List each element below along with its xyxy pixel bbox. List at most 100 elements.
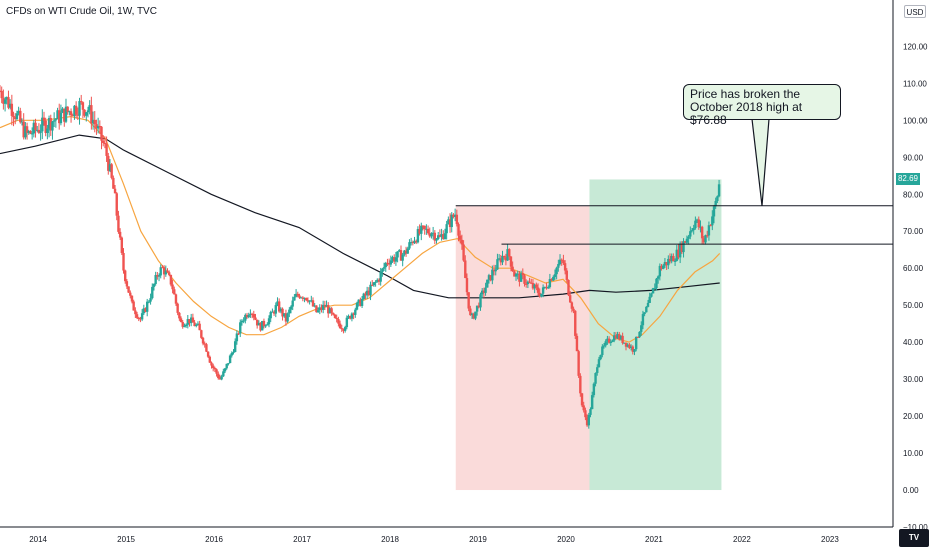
candle-body — [618, 334, 621, 340]
callout-pointer — [751, 118, 770, 206]
candle-body — [531, 283, 535, 289]
candle-body — [122, 252, 125, 271]
candle-body — [189, 317, 193, 324]
candle-body — [565, 270, 568, 280]
candle-body — [66, 106, 69, 113]
candle-body — [46, 128, 49, 133]
candle-body — [14, 117, 17, 120]
candle-body — [609, 341, 612, 343]
candle-body — [494, 269, 497, 272]
candle-body — [195, 324, 198, 327]
candle-body — [90, 105, 93, 124]
candle-body — [700, 226, 704, 239]
candle-body — [526, 281, 530, 285]
candle-body — [546, 287, 550, 289]
candle-body — [162, 267, 166, 275]
candle-body — [506, 249, 509, 261]
candle-body — [315, 305, 318, 313]
x-tick-label: 2018 — [381, 535, 399, 544]
candle-body — [130, 295, 134, 302]
candle-body — [369, 284, 372, 296]
candle-body — [513, 271, 516, 277]
candle-body — [382, 267, 386, 269]
candle-body — [470, 313, 474, 316]
candle-body — [232, 351, 235, 353]
candle-body — [327, 304, 330, 314]
candle-body — [147, 301, 151, 303]
candle-body — [196, 323, 200, 325]
candle-body — [25, 126, 29, 133]
candle-body — [372, 282, 376, 286]
candle-body — [685, 238, 689, 243]
ma-long-line — [0, 134, 720, 299]
candle-body — [670, 255, 673, 262]
candle-body — [3, 99, 7, 104]
annotation-callout[interactable]: Price has broken the October 2018 high a… — [683, 84, 841, 127]
candle-body — [272, 311, 276, 314]
y-tick-label: 0.00 — [903, 486, 919, 495]
candle-body — [420, 225, 423, 234]
candle-body — [61, 108, 64, 113]
candle-body — [245, 314, 249, 318]
candle-body — [486, 279, 489, 288]
candle-body — [577, 351, 580, 376]
candle-body — [7, 97, 10, 108]
candle-body — [677, 249, 680, 258]
candle-body — [574, 310, 577, 336]
candle-body — [19, 110, 22, 123]
candle-body — [584, 410, 587, 418]
candle-body — [183, 326, 186, 328]
candle-body — [660, 265, 663, 269]
candle-body — [266, 324, 269, 326]
x-tick-label: 2020 — [557, 535, 575, 544]
candle-body — [255, 319, 259, 326]
candle-body — [702, 238, 706, 243]
candle-body — [306, 300, 310, 302]
candle-body — [455, 214, 459, 225]
candle-body — [206, 351, 210, 357]
candle-body — [95, 124, 98, 129]
candle-body — [518, 273, 521, 282]
candle-body — [276, 301, 279, 306]
candle-body — [371, 284, 374, 286]
candle-body — [653, 288, 656, 290]
candle-body — [656, 276, 660, 279]
candle-body — [12, 115, 15, 118]
candle-body — [658, 265, 662, 277]
candle-body — [85, 112, 88, 116]
candle-body — [393, 257, 396, 262]
candle-body — [240, 320, 244, 323]
candle-body — [448, 219, 452, 228]
candle-body — [249, 313, 252, 316]
tradingview-logo-icon[interactable]: TV — [899, 529, 929, 547]
candle-body — [17, 110, 20, 114]
candle-body — [589, 409, 592, 415]
candle-body — [524, 283, 528, 285]
currency-badge[interactable]: USD — [904, 5, 926, 18]
candle-body — [164, 270, 168, 275]
candle-body — [523, 275, 526, 284]
candle-body — [540, 293, 543, 297]
candle-body — [453, 214, 457, 217]
candle-body — [54, 119, 58, 121]
candle-body — [687, 236, 690, 239]
pointer-shape — [751, 118, 770, 206]
candle-body — [472, 313, 475, 319]
candle-body — [49, 118, 52, 131]
candle-body — [712, 206, 716, 217]
candle-body — [42, 117, 46, 121]
candle-body — [252, 313, 255, 318]
candle-body — [316, 310, 320, 313]
candle-body — [96, 125, 100, 129]
candle-body — [161, 267, 164, 269]
candle-body — [536, 287, 540, 293]
candle-body — [91, 119, 95, 124]
candle-body — [169, 274, 173, 285]
candle-body — [555, 267, 558, 275]
candle-body — [673, 260, 677, 262]
candle-body — [459, 235, 462, 240]
candle-body — [626, 344, 629, 347]
candle-body — [404, 250, 408, 254]
candle-body — [208, 356, 211, 363]
